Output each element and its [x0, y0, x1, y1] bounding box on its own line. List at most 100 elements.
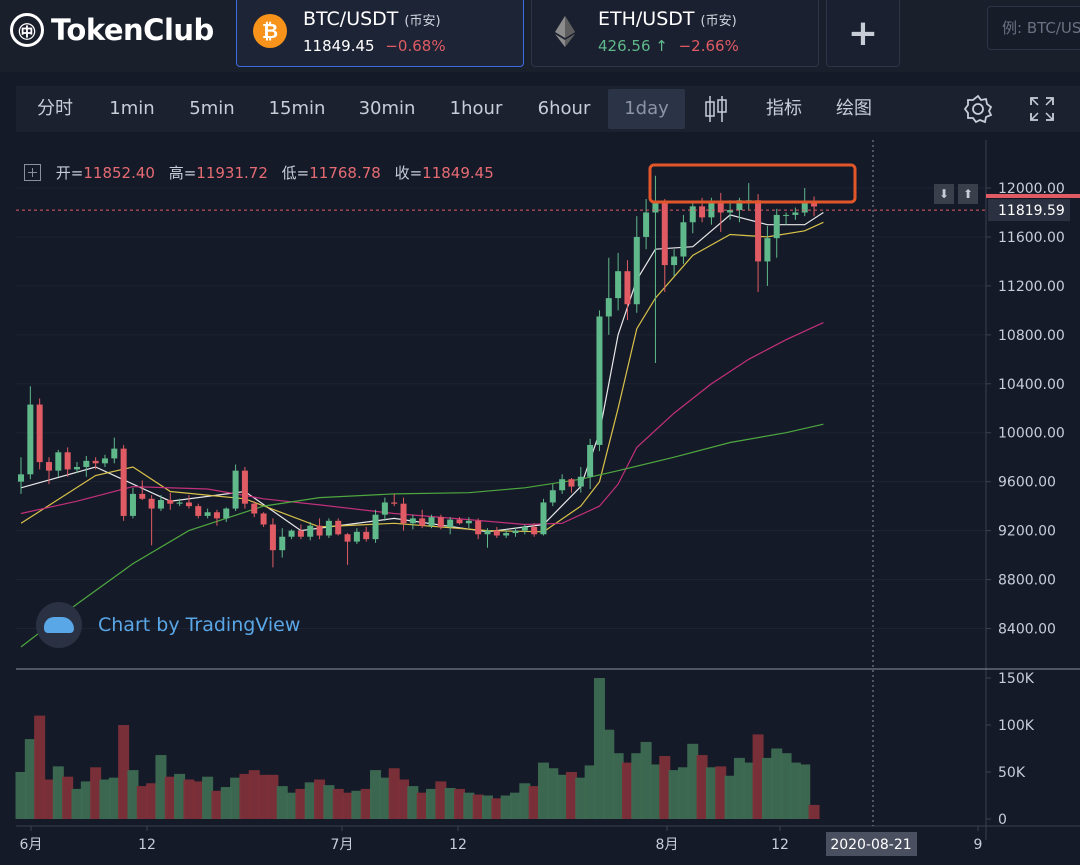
candle-body	[736, 200, 743, 211]
volume-bar	[808, 804, 820, 819]
volume-bar	[799, 764, 811, 819]
candle-body	[699, 206, 706, 218]
candle-body	[73, 466, 80, 470]
add-pair-button[interactable]: +	[826, 0, 900, 67]
candle-body	[531, 526, 538, 535]
tradingview-watermark[interactable]: Chart by TradingView	[36, 602, 300, 648]
volume-bar	[677, 767, 689, 819]
pair-tab-btc-usdt[interactable]: ₿ BTC/USDT (币安) 11849.45 −0.68%	[236, 0, 524, 67]
candle-body	[689, 206, 696, 223]
current-price-label: 11819.59	[998, 203, 1065, 219]
candle-body	[18, 474, 24, 482]
volume-bar	[146, 783, 158, 819]
volume-bar	[631, 753, 643, 819]
search-input[interactable]: 例: BTC/USDT	[987, 6, 1080, 50]
candle-body	[521, 526, 528, 531]
candle-body	[633, 236, 640, 305]
low-value: 11768.78	[309, 164, 381, 182]
volume-bar	[509, 792, 521, 819]
close-value: 11849.45	[422, 164, 494, 182]
volume-bar	[286, 792, 298, 819]
candle-body	[241, 470, 248, 504]
last-price-marker	[986, 194, 1080, 198]
volume-bar	[323, 785, 335, 819]
volume-bar	[211, 790, 223, 819]
candle-body	[559, 479, 566, 491]
volume-bar	[314, 779, 326, 819]
settings-gear-icon[interactable]	[958, 89, 998, 129]
candle-body	[111, 448, 118, 459]
pair-price: 426.56 ↑ −2.66%	[598, 37, 739, 55]
interval-tab-timeshare[interactable]: 分时	[37, 98, 73, 119]
volume-bar	[34, 715, 46, 819]
interval-tab-1hour[interactable]: 1hour	[449, 98, 503, 119]
volume-bar	[136, 786, 148, 819]
volume-bar	[118, 725, 130, 819]
volume-bar	[127, 770, 139, 819]
candle-body	[605, 298, 612, 317]
fullscreen-icon[interactable]	[1022, 89, 1062, 129]
candlestick-type-icon[interactable]	[698, 89, 734, 129]
volume-bar	[547, 768, 559, 819]
candlestick-chart[interactable]: 12000.00 11600.00 11200.00 10800.00 10400.00…	[0, 140, 1080, 865]
candle-body	[204, 512, 211, 516]
candle-body	[755, 200, 762, 262]
price-tick-label: 10400.00	[998, 377, 1065, 393]
volume-bar	[52, 766, 64, 819]
interval-tab-6hour[interactable]: 6hour	[537, 98, 591, 119]
price-tick-label: 8800.00	[998, 573, 1056, 589]
price-chart[interactable]: 12000.00 11600.00 11200.00 10800.00 10400.00…	[0, 140, 1080, 865]
tokenclub-logo[interactable]: ㊥ TokenClub	[10, 10, 214, 50]
tradingview-logo-icon	[36, 602, 82, 648]
candle-body	[447, 519, 454, 527]
watermark-text: Chart by TradingView	[98, 614, 301, 636]
candle-body	[540, 502, 547, 535]
interval-tab-30min[interactable]: 30min	[358, 98, 416, 119]
time-tick-label: 6月	[20, 837, 43, 853]
volume-bar	[267, 774, 279, 819]
interval-tab-15min[interactable]: 15min	[268, 98, 326, 119]
indicators-button[interactable]: 指标	[766, 98, 802, 119]
volume-tick-label: 0	[998, 812, 1007, 828]
highlight-annotation	[648, 163, 857, 204]
price-tick-label: 11600.00	[998, 230, 1065, 246]
volume-bar	[435, 781, 447, 819]
candle-body	[232, 470, 239, 509]
candle-body	[568, 479, 575, 487]
candle-body	[251, 503, 258, 514]
candle-body	[213, 512, 220, 519]
pair-name: BTC/USDT (币安)	[303, 8, 441, 30]
scroll-down-icon[interactable]: ⬇	[934, 184, 954, 204]
candle-body	[36, 404, 43, 463]
volume-bar	[351, 790, 363, 819]
interval-tab-1day[interactable]: 1day	[608, 89, 685, 129]
time-tick-label: 7月	[331, 837, 354, 853]
volume-bar	[379, 777, 391, 819]
candle-body	[643, 212, 650, 237]
scroll-up-icon[interactable]: ⬆	[958, 184, 978, 204]
candle-body	[661, 202, 668, 266]
volume-bar	[444, 787, 456, 819]
volume-bar	[771, 748, 783, 819]
candle-body	[167, 500, 174, 504]
volume-bar	[24, 739, 36, 819]
candle-body	[512, 530, 519, 534]
candle-body	[465, 520, 472, 524]
volume-bar	[472, 794, 484, 819]
candle-body	[223, 508, 230, 519]
interval-tab-1min[interactable]: 1min	[109, 98, 155, 119]
chart-toolbar: 分时 1min 5min 15min 30min 1hour 6hour 1da…	[16, 86, 1080, 132]
volume-bar	[621, 762, 633, 819]
candle-body	[419, 518, 426, 526]
crosshair-date-label: 2020-08-21	[830, 837, 911, 853]
legend-collapse-icon[interactable]	[24, 164, 41, 181]
interval-tab-5min[interactable]: 5min	[189, 98, 235, 119]
pair-tab-eth-usdt[interactable]: ETH/USDT (币安) 426.56 ↑ −2.66%	[531, 0, 819, 67]
price-tick-label: 10000.00	[998, 426, 1065, 442]
candle-body	[428, 517, 435, 526]
price-tick-label: 9600.00	[998, 475, 1056, 491]
price-scale-buttons: ⬇ ⬆	[934, 184, 982, 204]
volume-bar	[15, 772, 27, 819]
drawing-button[interactable]: 绘图	[836, 98, 872, 119]
volume-bar	[659, 756, 671, 819]
